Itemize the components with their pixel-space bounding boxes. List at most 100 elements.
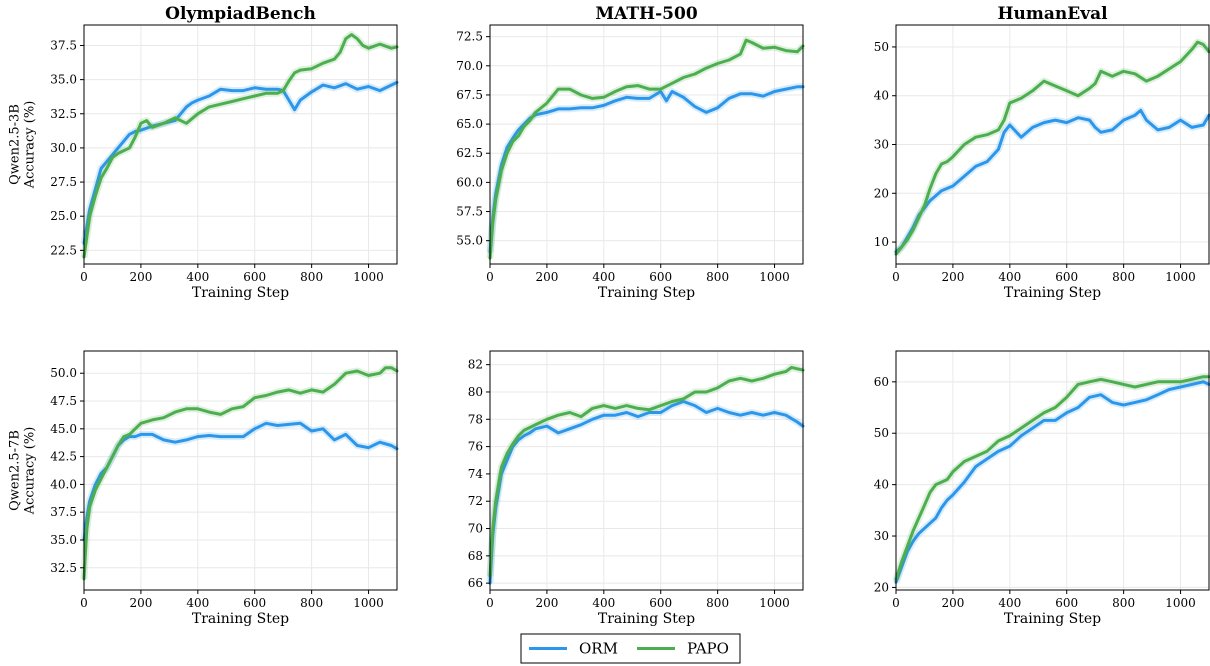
x-tick-label: 0 (486, 270, 494, 284)
panel-humaneval-row2: 0 200 400 600 800 1000 20 30 40 50 60 Training Step (874, 350, 1210, 627)
x-tick-label: 200 (941, 596, 964, 610)
y-tick-label: 57.5 (456, 205, 483, 219)
y-tick-label: 35.0 (50, 533, 77, 547)
x-tick-label: 1000 (353, 270, 384, 284)
series-line-orm (488, 85, 805, 254)
panels: 0 200 400 600 800 100022.525.027.530.032.535.… (50, 24, 1210, 627)
column-title: HumanEval (997, 4, 1108, 24)
y-tick-label: 60 (874, 375, 889, 389)
x-axis-label: Training Step (1004, 285, 1101, 301)
row-label-line: Qwen2.5-7B (8, 430, 23, 511)
x-tick-label: 800 (1112, 270, 1135, 284)
y-tick-label: 32.5 (50, 107, 77, 121)
y-tick-label: 25.0 (50, 209, 77, 223)
x-tick-label: 600 (649, 270, 672, 284)
x-tick-label: 800 (300, 270, 323, 284)
x-tick-label: 200 (941, 270, 964, 284)
x-tick-label: 0 (892, 596, 900, 610)
x-tick-label: 800 (300, 596, 323, 610)
y-tick-label: 50 (874, 426, 889, 440)
y-tick-label: 66 (468, 576, 483, 590)
y-tick-label: 37.5 (50, 38, 77, 52)
y-tick-label: 40 (874, 89, 889, 103)
y-tick-label: 55.0 (456, 234, 483, 248)
y-tick-label: 20 (874, 580, 889, 594)
x-tick-label: 1000 (1165, 270, 1196, 284)
y-tick-label: 62.5 (456, 146, 483, 160)
plot-frame (489, 350, 804, 591)
series-line-papo (82, 33, 399, 259)
series-band-papo (486, 36, 806, 259)
y-tick-label: 80 (468, 385, 483, 399)
row-label-line: Accuracy (%) (23, 427, 38, 516)
y-tick-label: 10 (874, 235, 889, 249)
y-tick-label: 35.0 (50, 73, 77, 87)
y-tick-label: 67.5 (456, 88, 483, 102)
x-tick-label: 400 (186, 270, 209, 284)
legend-label-papo: PAPO (687, 640, 729, 658)
x-tick-label: 1000 (759, 270, 790, 284)
x-tick-label: 0 (486, 596, 494, 610)
x-tick-label: 200 (129, 270, 152, 284)
y-tick-label: 74 (468, 467, 484, 481)
y-tick-label: 37.5 (50, 505, 77, 519)
x-tick-label: 600 (1055, 270, 1078, 284)
series-line-papo (894, 40, 1210, 256)
y-tick-label: 78 (468, 412, 483, 426)
x-tick-label: 400 (592, 270, 615, 284)
x-tick-label: 400 (998, 596, 1021, 610)
x-tick-label: 200 (535, 270, 558, 284)
x-axis-label: Training Step (598, 285, 695, 301)
x-tick-label: 400 (998, 270, 1021, 284)
x-tick-label: 400 (592, 596, 615, 610)
x-tick-label: 1000 (353, 596, 384, 610)
x-axis-label: Training Step (192, 611, 289, 627)
series-line-orm (82, 80, 399, 245)
plot-frame (489, 24, 804, 265)
x-tick-label: 800 (1112, 596, 1135, 610)
column-titles: OlympiadBench MATH-500 HumanEval (165, 4, 1108, 24)
series-band-orm (80, 419, 399, 541)
x-tick-label: 200 (535, 596, 558, 610)
y-tick-label: 65.0 (456, 117, 483, 131)
panel-olympiadbench-row2: 0 200 400 600 800 1000 32.5 35.0 37.5 40.0 42.5 45.… (50, 350, 399, 627)
y-tick-label: 60.0 (456, 175, 483, 189)
series-line-papo (488, 365, 805, 578)
series-band-papo (486, 363, 804, 577)
series-line-orm (488, 400, 805, 585)
y-tick-label: 72 (468, 494, 483, 508)
panel-humaneval-row1: 0 200 400 600 800 1000 10 20 30 40 50 Training Step (874, 24, 1210, 301)
panel-math-500-row2: 0 200 400 600 800 1000 66 68 70 72 74 76 78 80 82 Train… (468, 350, 806, 627)
x-tick-label: 600 (243, 596, 266, 610)
y-tick-label: 68 (468, 549, 483, 563)
x-tick-label: 1000 (1165, 596, 1196, 610)
series-band-orm (893, 106, 1210, 255)
series-line-papo (894, 375, 1210, 582)
y-tick-label: 72.5 (456, 30, 483, 44)
x-axis-label: Training Step (598, 611, 695, 627)
series-line-papo (488, 38, 805, 260)
series-band-orm (80, 79, 399, 245)
y-tick-label: 22.5 (50, 243, 77, 257)
y-tick-label: 40.0 (50, 477, 77, 491)
panel-olympiadbench-row1: 0 200 400 600 800 1000 22.5 25.0 27.5 30.0 32.5 35.… (50, 24, 399, 301)
y-tick-label: 27.5 (50, 175, 77, 189)
legend-label-orm: ORM (579, 640, 618, 658)
y-tick-label: 82 (468, 358, 483, 372)
y-tick-label: 20 (874, 186, 889, 200)
series-line-orm (894, 380, 1210, 584)
row-label: Qwen2.5-3B Accuracy (%) (8, 101, 38, 190)
plot-frame (83, 350, 398, 591)
y-tick-label: 76 (468, 440, 483, 454)
series-line-papo (82, 366, 399, 581)
y-tick-label: 30.0 (50, 141, 77, 155)
x-tick-label: 800 (706, 270, 729, 284)
x-tick-label: 200 (129, 596, 152, 610)
x-tick-label: 600 (1055, 596, 1078, 610)
x-tick-label: 0 (80, 270, 88, 284)
panel-math-500-row1: 0 200 400 600 800 1000 55.0 57.5 60.0 62.5 65.0 67.… (456, 24, 806, 301)
plot-frame (895, 350, 1210, 591)
x-tick-label: 600 (243, 270, 266, 284)
x-axis-label: Training Step (1004, 611, 1101, 627)
